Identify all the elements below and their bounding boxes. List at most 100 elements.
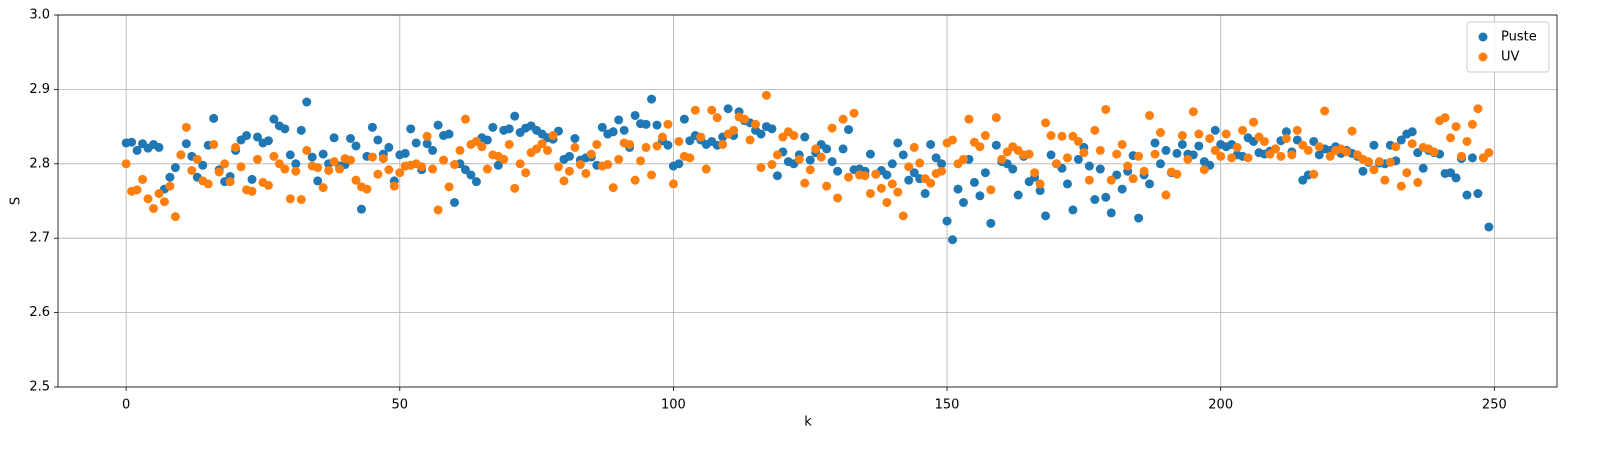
point bbox=[252, 154, 262, 164]
point bbox=[521, 168, 531, 178]
point bbox=[231, 142, 241, 152]
point bbox=[986, 218, 996, 228]
point bbox=[630, 110, 640, 120]
point bbox=[1128, 174, 1138, 184]
point bbox=[1030, 168, 1040, 178]
point bbox=[176, 150, 186, 160]
point bbox=[1221, 129, 1231, 139]
point bbox=[1467, 119, 1477, 129]
point bbox=[1396, 135, 1406, 145]
point bbox=[1062, 153, 1072, 163]
point bbox=[1314, 150, 1324, 160]
legend-box bbox=[1466, 21, 1550, 73]
point bbox=[1314, 142, 1324, 152]
point bbox=[707, 105, 717, 115]
point bbox=[1123, 161, 1133, 171]
point bbox=[154, 142, 164, 152]
point bbox=[991, 140, 1001, 150]
point bbox=[570, 134, 580, 144]
point bbox=[1292, 125, 1302, 135]
point bbox=[740, 114, 750, 124]
point bbox=[575, 160, 585, 170]
point bbox=[356, 204, 366, 214]
point bbox=[772, 150, 782, 160]
point bbox=[1008, 164, 1018, 174]
point bbox=[285, 150, 295, 160]
point bbox=[236, 162, 246, 172]
point bbox=[1117, 184, 1127, 194]
point bbox=[1325, 151, 1335, 161]
point bbox=[630, 175, 640, 185]
point bbox=[351, 175, 361, 185]
legend: Puste UV bbox=[1466, 21, 1550, 73]
x-tick-label: 50 bbox=[392, 398, 409, 413]
point bbox=[1117, 139, 1127, 149]
point bbox=[1342, 147, 1352, 157]
point bbox=[1090, 125, 1100, 135]
point bbox=[313, 163, 323, 173]
point bbox=[745, 135, 755, 145]
y-tick-label: 2.8 bbox=[29, 156, 50, 171]
point bbox=[805, 165, 815, 175]
point bbox=[975, 191, 985, 201]
point bbox=[154, 189, 164, 199]
point bbox=[674, 159, 684, 169]
point bbox=[515, 159, 525, 169]
point bbox=[1194, 129, 1204, 139]
point bbox=[406, 124, 416, 134]
point bbox=[209, 139, 219, 149]
point bbox=[1150, 138, 1160, 148]
point bbox=[378, 154, 388, 164]
legend-label: UV bbox=[1501, 50, 1520, 65]
point bbox=[444, 182, 454, 192]
point bbox=[958, 154, 968, 164]
point bbox=[608, 127, 618, 137]
point bbox=[1062, 179, 1072, 189]
point bbox=[1413, 177, 1423, 187]
point bbox=[543, 145, 553, 155]
point bbox=[564, 151, 574, 161]
point bbox=[1473, 104, 1483, 114]
point bbox=[346, 155, 356, 165]
point bbox=[537, 139, 547, 149]
point bbox=[663, 140, 673, 150]
point bbox=[373, 169, 383, 179]
point bbox=[1139, 166, 1149, 176]
point bbox=[1358, 166, 1368, 176]
point bbox=[647, 170, 657, 180]
point bbox=[882, 170, 892, 180]
point bbox=[647, 94, 657, 104]
point bbox=[1046, 131, 1056, 141]
point bbox=[964, 114, 974, 124]
point bbox=[597, 122, 607, 132]
point bbox=[351, 141, 361, 151]
point bbox=[1079, 148, 1089, 158]
point bbox=[603, 160, 613, 170]
point bbox=[926, 139, 936, 149]
point bbox=[428, 164, 438, 174]
point bbox=[980, 168, 990, 178]
point bbox=[1090, 195, 1100, 205]
point bbox=[504, 139, 514, 149]
x-tick-label: 0 bbox=[122, 398, 130, 413]
point bbox=[937, 159, 947, 169]
point bbox=[198, 160, 208, 170]
point bbox=[1259, 136, 1269, 146]
point bbox=[816, 152, 826, 162]
point bbox=[1281, 127, 1291, 137]
y-axis-label: S bbox=[9, 197, 24, 205]
point bbox=[696, 132, 706, 142]
point bbox=[871, 169, 881, 179]
point bbox=[1309, 169, 1319, 179]
point bbox=[844, 172, 854, 182]
grid bbox=[58, 14, 1557, 388]
point bbox=[652, 120, 662, 130]
point bbox=[1238, 125, 1248, 135]
point bbox=[608, 183, 618, 193]
point bbox=[269, 151, 279, 161]
point bbox=[477, 142, 487, 152]
point bbox=[685, 153, 695, 163]
point bbox=[181, 139, 191, 149]
point bbox=[1249, 117, 1259, 127]
